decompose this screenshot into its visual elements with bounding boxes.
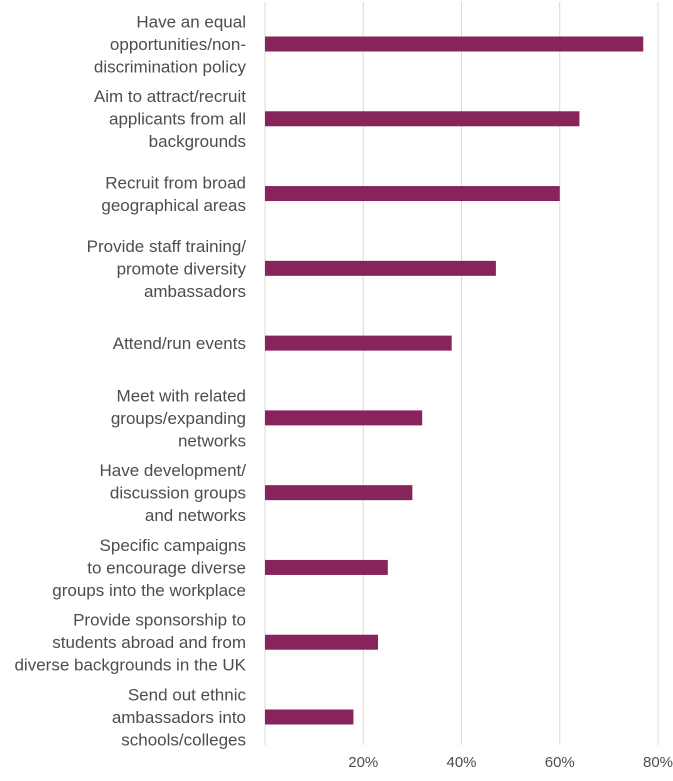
category-label: groups into the workplace (52, 581, 246, 600)
category-label: Aim to attract/recruit (94, 87, 246, 106)
category-label: to encourage diverse (87, 558, 246, 577)
bar (265, 335, 452, 351)
category-label: ambassadors (144, 282, 246, 301)
category-label: opportunities/non- (110, 35, 246, 54)
category-label: applicants from all (109, 110, 246, 129)
category-label: networks (178, 431, 246, 450)
category-label: Provide staff training/ (87, 237, 247, 256)
x-tick-labels: 20% 40% 60% 80% (348, 754, 673, 771)
category-label: Have an equal (136, 12, 246, 31)
x-tick-label: 20% (348, 754, 378, 771)
bar (265, 260, 496, 276)
category-label: groups/expanding (111, 409, 246, 428)
bars (265, 36, 644, 725)
category-label: Specific campaigns (100, 536, 246, 555)
category-label: promote diversity (117, 259, 247, 278)
category-label: Meet with related (117, 386, 246, 405)
category-label: discrimination policy (94, 57, 247, 76)
bar (265, 410, 423, 426)
bar (265, 709, 354, 725)
bar (265, 634, 378, 650)
category-label: Recruit from broad (105, 173, 246, 192)
bar (265, 559, 388, 575)
bar (265, 111, 580, 127)
bar (265, 36, 644, 52)
category-label: Provide sponsorship to (73, 611, 246, 630)
bar (265, 186, 560, 202)
category-label: discussion groups (110, 484, 246, 503)
x-tick-label: 40% (446, 754, 476, 771)
x-tick-label: 80% (643, 754, 673, 771)
category-label: geographical areas (101, 196, 246, 215)
x-tick-label: 60% (545, 754, 575, 771)
category-label: backgrounds (149, 132, 246, 151)
category-label: ambassadors into (112, 708, 246, 727)
category-label: and networks (145, 506, 246, 525)
category-label: schools/colleges (121, 730, 246, 749)
category-label: students abroad and from (52, 633, 246, 652)
category-label: Send out ethnic (128, 685, 247, 704)
category-label: Attend/run events (113, 334, 246, 353)
bar (265, 485, 413, 501)
category-labels: Have an equal opportunities/non-discrimin… (14, 12, 246, 749)
category-label: diverse backgrounds in the UK (14, 656, 246, 675)
category-label: Have development/ (100, 461, 247, 480)
